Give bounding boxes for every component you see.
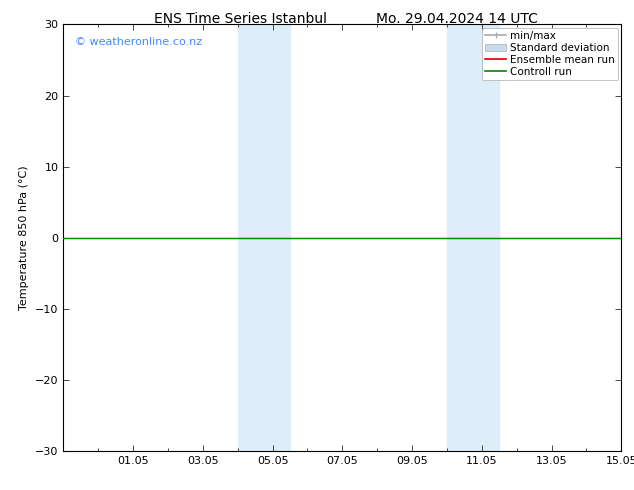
Legend: min/max, Standard deviation, Ensemble mean run, Controll run: min/max, Standard deviation, Ensemble me… bbox=[482, 27, 618, 80]
Bar bbox=[447, 24, 500, 451]
Text: Mo. 29.04.2024 14 UTC: Mo. 29.04.2024 14 UTC bbox=[375, 12, 538, 26]
Y-axis label: Temperature 850 hPa (°C): Temperature 850 hPa (°C) bbox=[20, 165, 30, 310]
Text: ENS Time Series Istanbul: ENS Time Series Istanbul bbox=[155, 12, 327, 26]
Bar bbox=[238, 24, 290, 451]
Text: © weatheronline.co.nz: © weatheronline.co.nz bbox=[75, 37, 202, 48]
